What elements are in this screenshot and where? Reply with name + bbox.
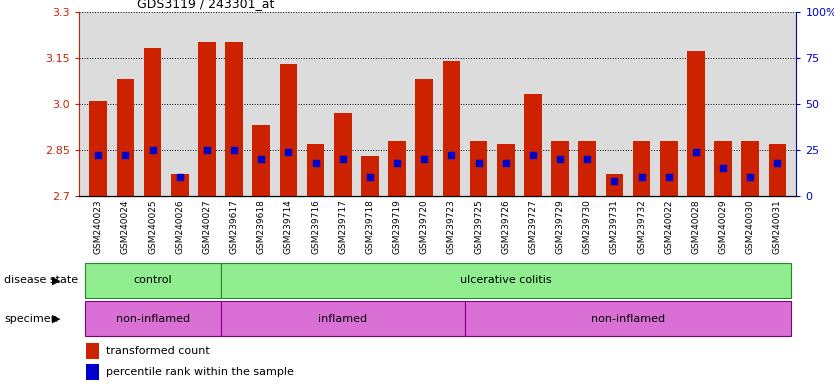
Text: GSM239726: GSM239726 xyxy=(501,199,510,254)
Point xyxy=(282,149,295,155)
Bar xyxy=(279,64,297,196)
Point xyxy=(716,165,730,171)
Point xyxy=(554,156,567,162)
Bar xyxy=(171,174,188,196)
Bar xyxy=(741,141,759,196)
Text: GSM239720: GSM239720 xyxy=(420,199,429,254)
Point xyxy=(608,178,621,184)
Text: ▶: ▶ xyxy=(52,275,60,285)
FancyBboxPatch shape xyxy=(220,301,465,336)
Bar xyxy=(714,141,732,196)
Text: GSM240027: GSM240027 xyxy=(203,199,212,254)
Bar xyxy=(89,101,107,196)
Text: GSM239618: GSM239618 xyxy=(257,199,266,254)
Text: non-inflamed: non-inflamed xyxy=(591,314,665,324)
Point xyxy=(309,160,322,166)
Text: GSM239725: GSM239725 xyxy=(474,199,483,254)
Text: specimen: specimen xyxy=(4,314,58,324)
Point xyxy=(228,147,241,153)
Text: GSM239727: GSM239727 xyxy=(529,199,537,254)
Text: GSM240023: GSM240023 xyxy=(93,199,103,254)
Text: GSM240030: GSM240030 xyxy=(746,199,755,254)
FancyBboxPatch shape xyxy=(465,301,791,336)
Bar xyxy=(253,125,270,196)
Bar xyxy=(633,141,651,196)
FancyBboxPatch shape xyxy=(220,263,791,298)
Point xyxy=(118,152,132,158)
Text: GSM239732: GSM239732 xyxy=(637,199,646,254)
Bar xyxy=(497,144,515,196)
Text: GSM239718: GSM239718 xyxy=(365,199,374,254)
Text: ulcerative colitis: ulcerative colitis xyxy=(460,275,551,285)
Point xyxy=(689,149,702,155)
Bar xyxy=(687,51,705,196)
Bar xyxy=(334,113,352,196)
Text: ▶: ▶ xyxy=(52,314,60,324)
Point xyxy=(173,174,187,180)
Text: GSM240025: GSM240025 xyxy=(148,199,157,254)
Point xyxy=(92,152,105,158)
Text: GSM239714: GSM239714 xyxy=(284,199,293,254)
Text: inflamed: inflamed xyxy=(319,314,367,324)
Bar xyxy=(470,141,487,196)
Text: GSM240022: GSM240022 xyxy=(664,199,673,253)
Point xyxy=(254,156,268,162)
Text: GSM240029: GSM240029 xyxy=(719,199,727,254)
Text: GSM239723: GSM239723 xyxy=(447,199,456,254)
Bar xyxy=(605,174,623,196)
Text: GSM240028: GSM240028 xyxy=(691,199,701,254)
Point xyxy=(390,160,404,166)
Bar xyxy=(143,48,162,196)
Text: GSM239719: GSM239719 xyxy=(393,199,402,254)
Text: disease state: disease state xyxy=(4,275,78,285)
Text: GSM239730: GSM239730 xyxy=(583,199,592,254)
Point xyxy=(364,174,377,180)
Point xyxy=(771,160,784,166)
Bar xyxy=(87,364,99,380)
Text: GSM239731: GSM239731 xyxy=(610,199,619,254)
Text: GSM239717: GSM239717 xyxy=(339,199,347,254)
Bar xyxy=(307,144,324,196)
Bar xyxy=(660,141,677,196)
Point xyxy=(445,152,458,158)
Point xyxy=(662,174,676,180)
Bar xyxy=(117,79,134,196)
Bar xyxy=(769,144,786,196)
Bar xyxy=(551,141,569,196)
Bar xyxy=(415,79,433,196)
Text: GSM239617: GSM239617 xyxy=(229,199,239,254)
Point xyxy=(744,174,757,180)
Point xyxy=(146,147,159,153)
Point xyxy=(526,152,540,158)
Point xyxy=(418,156,431,162)
Text: transformed count: transformed count xyxy=(107,346,210,356)
Point xyxy=(472,160,485,166)
Text: GSM240031: GSM240031 xyxy=(773,199,782,254)
Text: GDS3119 / 243301_at: GDS3119 / 243301_at xyxy=(137,0,274,10)
Text: percentile rank within the sample: percentile rank within the sample xyxy=(107,367,294,377)
Point xyxy=(499,160,512,166)
Bar xyxy=(389,141,406,196)
Bar xyxy=(579,141,596,196)
Point xyxy=(635,174,648,180)
Bar xyxy=(225,42,243,196)
FancyBboxPatch shape xyxy=(85,301,220,336)
Text: GSM240026: GSM240026 xyxy=(175,199,184,254)
Bar xyxy=(361,156,379,196)
Bar xyxy=(443,61,460,196)
Text: GSM239729: GSM239729 xyxy=(555,199,565,254)
Point xyxy=(580,156,594,162)
Bar xyxy=(198,42,216,196)
Bar xyxy=(524,94,542,196)
Bar xyxy=(87,343,99,359)
Point xyxy=(336,156,349,162)
FancyBboxPatch shape xyxy=(85,263,220,298)
Text: control: control xyxy=(133,275,172,285)
Text: non-inflamed: non-inflamed xyxy=(116,314,189,324)
Text: GSM240024: GSM240024 xyxy=(121,199,130,253)
Text: GSM239716: GSM239716 xyxy=(311,199,320,254)
Point xyxy=(200,147,214,153)
